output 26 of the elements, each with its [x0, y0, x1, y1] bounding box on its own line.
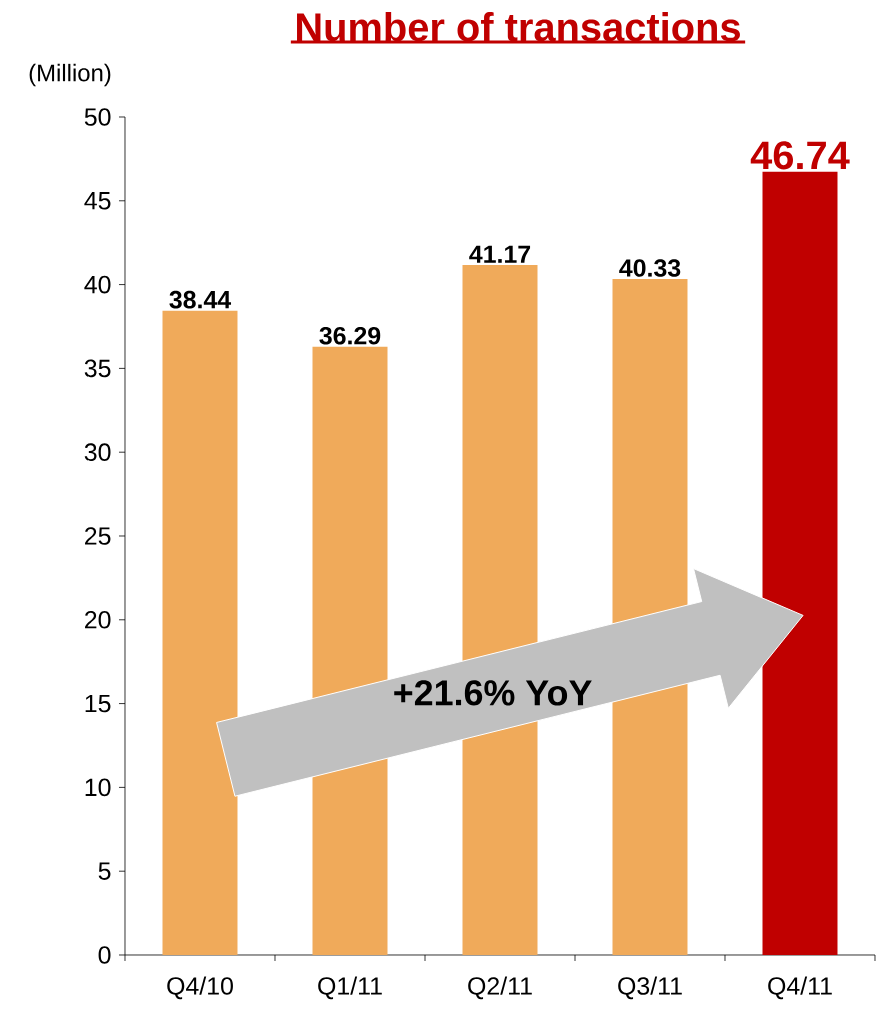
annotation: +21.6% YoY: [394, 680, 592, 706]
y-tick-label: 20: [85, 610, 111, 629]
y-tick-label: 40: [84, 275, 111, 294]
y-tick-label: 15: [85, 694, 111, 713]
x-tick-label: Q2/11: [468, 976, 532, 1000]
x-tick-label: Q3/11: [618, 976, 682, 1000]
data-label: 40.33: [619, 259, 681, 277]
x-tick-label: Q4/11: [768, 976, 832, 1000]
y-tick-label: 50: [84, 108, 111, 126]
x-tick-label: Q1/11: [318, 976, 382, 1000]
y-tick-label: 45: [84, 192, 111, 210]
data-label: 46.74: [750, 141, 850, 170]
y-tick-label: 5: [98, 862, 111, 880]
y-tick-label: 30: [84, 443, 111, 462]
y-tick-label: 35: [84, 359, 111, 378]
y-tick-label: 10: [85, 778, 111, 797]
chart-title: Number of transactions: [297, 12, 740, 42]
bar: [762, 171, 838, 955]
y-tick-label: 0: [98, 946, 111, 964]
data-label: 41.17: [469, 245, 531, 263]
y-tick-label: 25: [85, 527, 111, 545]
bar: [162, 310, 238, 955]
y-axis-title: (Million): [29, 63, 111, 87]
data-label: 36.29: [319, 326, 381, 345]
x-tick-label: Q4/10: [167, 976, 233, 1000]
data-label: 38.44: [169, 290, 232, 309]
